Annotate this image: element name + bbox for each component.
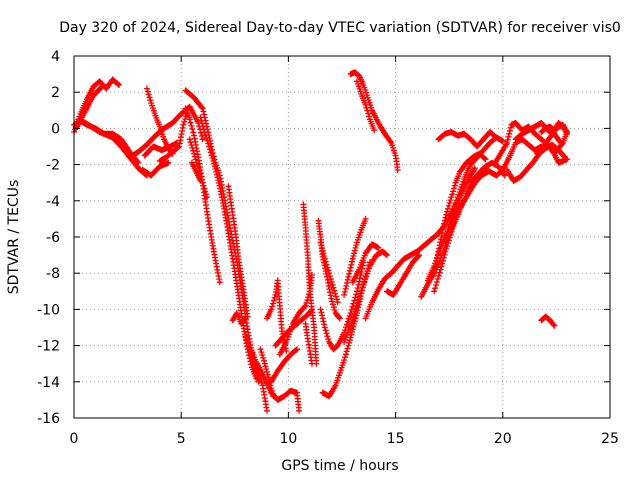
data-track-32 (347, 69, 401, 173)
data-track-13 (197, 114, 260, 382)
y-tick-label: -14 (37, 375, 60, 391)
data-track-18 (246, 342, 303, 414)
y-axis: 4 2 0 -2 -4 -6 -8 -10 -12 -14 -16 (37, 49, 610, 427)
y-tick-label: -12 (37, 339, 60, 355)
data-track-27 (317, 259, 367, 353)
data-track-10 (186, 136, 210, 201)
x-axis: 0 5 10 15 20 25 (70, 56, 619, 447)
y-tick-label: -6 (46, 230, 60, 246)
y-tick-label: 2 (51, 85, 60, 101)
y-tick-label: -4 (46, 194, 60, 210)
y-tick-label: -10 (37, 302, 60, 318)
data-track-47 (534, 121, 571, 166)
y-tick-label: -8 (46, 266, 60, 282)
x-tick-label: 5 (177, 431, 186, 447)
data-track-24 (302, 320, 315, 367)
x-axis-label: GPS time / hours (281, 458, 398, 474)
data-track-33 (354, 78, 378, 134)
chart-title: Day 320 of 2024, Sidereal Day-to-day VTE… (59, 20, 621, 36)
data-track-48 (538, 313, 558, 329)
data-track-42 (467, 136, 545, 186)
y-tick-label: -16 (37, 411, 60, 427)
x-tick-label: 25 (601, 431, 619, 447)
x-tick-label: 10 (279, 431, 297, 447)
data-track-31 (349, 241, 382, 286)
data-track-7 (143, 85, 176, 157)
data-track-23 (300, 201, 320, 367)
data-track-11 (188, 159, 204, 184)
y-tick-label: 4 (51, 49, 60, 65)
data-track-20 (268, 346, 300, 385)
data-track-30 (341, 215, 369, 298)
data-track-5 (139, 159, 172, 179)
data-track-26 (317, 239, 341, 306)
data-track-35 (384, 252, 423, 298)
x-tick-label: 0 (70, 431, 79, 447)
data-track-14 (225, 183, 251, 320)
x-tick-label: 15 (387, 431, 405, 447)
data-marks (71, 69, 571, 414)
data-track-8 (156, 107, 191, 164)
data-track-15 (229, 310, 249, 327)
y-tick-label: 0 (51, 121, 60, 137)
data-track-29 (341, 248, 390, 345)
data-track-41 (435, 129, 506, 150)
y-tick-label: -2 (46, 158, 60, 174)
y-axis-label: SDTVAR / TECUs (6, 180, 22, 295)
data-track-40 (424, 201, 463, 284)
x-tick-label: 20 (494, 431, 512, 447)
